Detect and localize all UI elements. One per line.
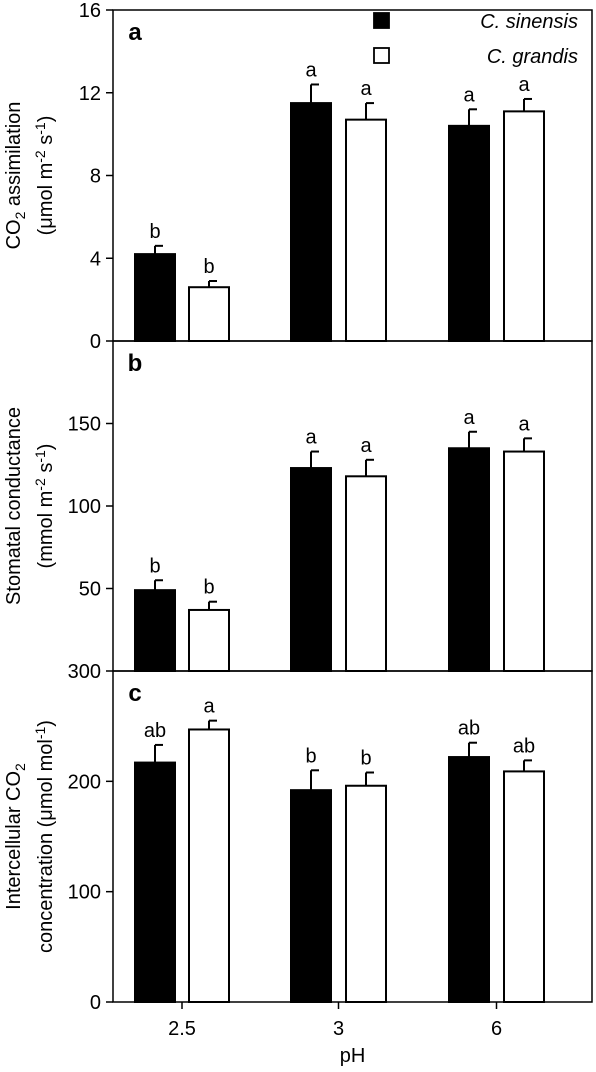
bar [188,286,230,342]
panel-b: 50 100 150 b Stomatal conductance (mmol m-2 s… [3,340,593,673]
bar [134,589,176,673]
legend-label: C. sinensis [480,11,578,33]
significance-letter: b [305,745,316,767]
significance-letter: a [518,413,530,435]
y-axis-label: concentration (μmol mol-1) [32,720,57,953]
panel-label: a [128,19,142,46]
y-axis-label: Stomatal conductance [3,407,25,605]
y-tick-label: 100 [68,496,101,518]
y-tick-label: 16 [79,0,101,22]
panel-c: 0 100 200 300 c Intercellular CO2concentratio… [3,661,593,1067]
y-axis-label: (mmol m-2 s-1) [32,444,57,569]
y-tick-label: 50 [79,579,101,601]
y-tick-label: 8 [90,166,101,188]
significance-letter: a [305,427,317,449]
y-tick-label: 0 [90,331,101,353]
significance-letter: ab [144,720,166,742]
y-axis-label: CO2 assimilation [3,102,28,250]
bar [503,110,545,343]
significance-letter: a [463,407,475,429]
panel-label: c [128,680,141,707]
significance-letter: a [360,435,372,457]
bar [448,756,490,1003]
bar [448,447,490,672]
legend: C. sinensis C. grandis [373,11,578,68]
x-axis-label: pH [340,1045,366,1067]
x-tick-label: 2.5 [168,1018,196,1040]
significance-letter: b [149,555,160,577]
significance-letter: a [203,696,215,718]
bar [188,608,230,673]
y-tick-label: 0 [90,992,101,1014]
significance-letter: a [305,59,317,81]
y-axis-label: (μmol m-2 s-1) [32,116,57,236]
significance-letter: a [360,78,372,100]
bar [188,728,230,1004]
bar [134,761,176,1003]
legend-swatch [373,47,390,64]
bar [290,102,332,342]
legend-label: C. grandis [487,46,578,68]
y-tick-label: 100 [68,882,101,904]
bar [448,124,490,342]
y-tick-label: 150 [68,414,101,436]
significance-letter: a [463,84,475,106]
significance-letter: ab [513,735,535,757]
bar [503,770,545,1003]
bar [134,253,176,342]
legend-swatch [373,12,390,29]
panel-a: 0 4 8 12 16 a CO2 assimilation (μmol m-2 s-1) b a… [3,0,593,353]
significance-letter: b [203,256,214,278]
bar [503,450,545,672]
y-tick-label: 4 [90,248,101,270]
bar [345,475,387,672]
significance-letter: b [360,748,371,770]
y-axis-label: Intercellular CO2 [3,763,28,910]
significance-letter: b [203,577,214,599]
x-tick-label: 3 [333,1018,344,1040]
significance-letter: b [149,221,160,243]
y-tick-label: 12 [79,83,101,105]
bar [290,789,332,1003]
panel-label: b [128,350,143,377]
bar [345,118,387,342]
significance-letter: a [518,74,530,96]
x-tick-label: 6 [491,1018,502,1040]
y-tick-label: 300 [68,661,101,683]
bar [345,784,387,1003]
bar [290,467,332,672]
y-tick-label: 200 [68,771,101,793]
significance-letter: ab [458,718,480,740]
